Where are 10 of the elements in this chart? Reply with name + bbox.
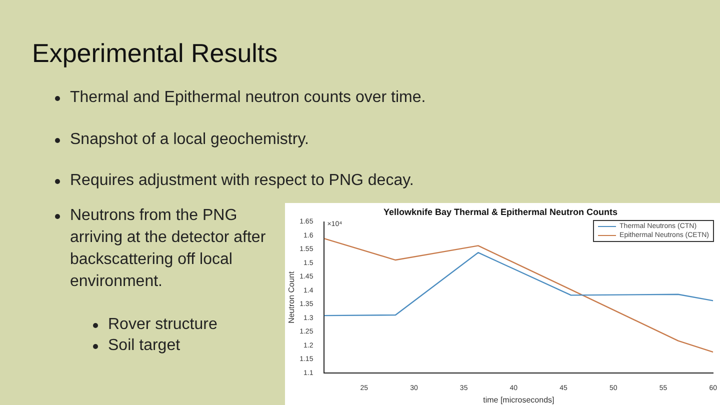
chart-subtitle: Yellowknife Bay Thermal & Epithermal Neutron Counts (383, 206, 618, 217)
text: Requires adjustment with respect to PNG decay. (70, 171, 414, 191)
text: Rover structure (108, 315, 218, 335)
text: Neutrons from the PNG arriving at the detector after backscattering off local environment. (70, 206, 267, 292)
y-axis-title: Neutron Count (287, 270, 296, 324)
chart-title: Experimental Results (32, 38, 278, 69)
text: Snapshot of a local geochemistry. (70, 130, 309, 150)
x-axis-title: time [microseconds] (483, 395, 554, 404)
text: Soil target (108, 336, 180, 356)
text: Thermal and Epithermal neutron counts over time. (70, 88, 426, 108)
